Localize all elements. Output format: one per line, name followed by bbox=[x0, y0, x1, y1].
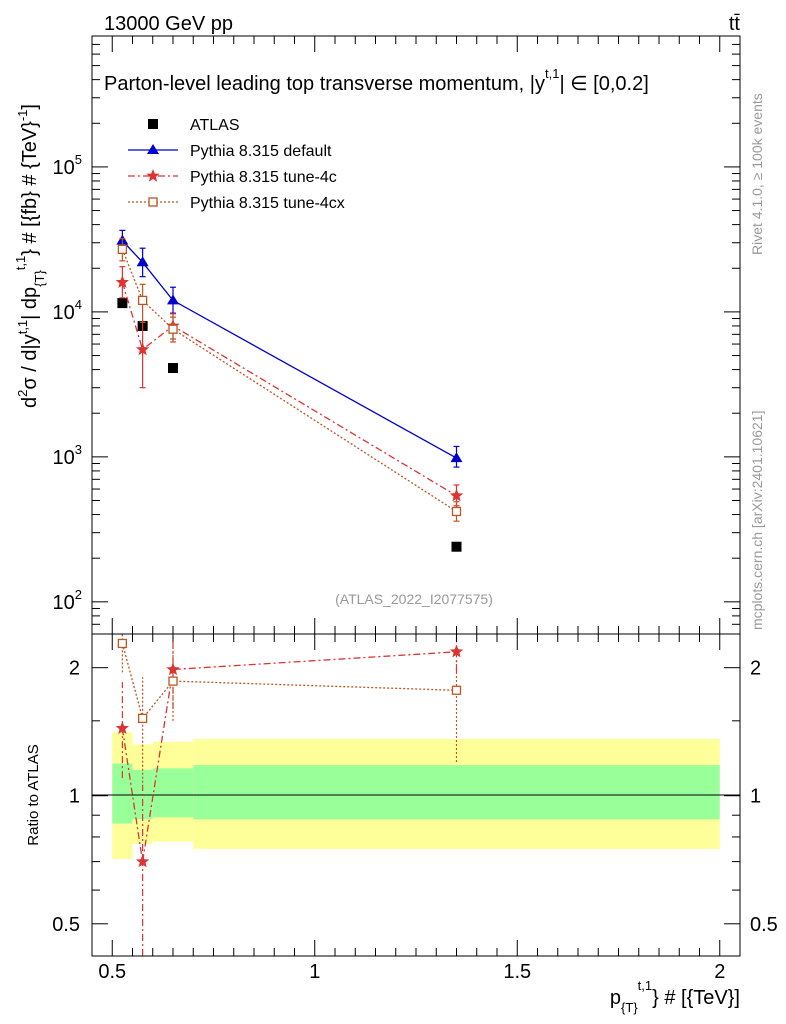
series-line-opensquare bbox=[121, 249, 457, 513]
main-series bbox=[115, 229, 464, 552]
ratio-ytick-label-right: 2 bbox=[750, 658, 761, 680]
ratio-xtick-label: 1 bbox=[309, 961, 320, 983]
ratio-point-star bbox=[115, 721, 129, 734]
ratio-xtick-label: 2 bbox=[714, 961, 725, 983]
ylabel-close: ] bbox=[19, 104, 41, 110]
ratio-ytick-label-right: 1 bbox=[750, 786, 761, 808]
ratio-ytick-label: 1 bbox=[69, 786, 80, 808]
data-point-star bbox=[136, 342, 150, 356]
legend: ATLAS Pythia 8.315 default Pythia 8.315 tu… bbox=[128, 117, 345, 212]
ylabel-sigma: σ / d|y bbox=[19, 334, 41, 389]
ratio-ylabel: Ratio to ATLAS bbox=[25, 744, 42, 845]
legend-label: Pythia 8.315 default bbox=[190, 143, 332, 160]
data-point-square bbox=[117, 298, 128, 309]
data-point-opensquare bbox=[451, 506, 462, 517]
data-point-star bbox=[449, 488, 464, 502]
ylabel-sub-T: {T} bbox=[32, 270, 47, 287]
ylabel-end-sup: -1 bbox=[15, 110, 30, 122]
data-point-square bbox=[451, 541, 462, 552]
ratio-panel: 0.5 0.5 1 1 2 2 0.5 1 1.5 2 Ratio to ATLAS p{T}t… bbox=[25, 633, 778, 1015]
ratio-line-star bbox=[121, 651, 457, 862]
data-point-triangle bbox=[167, 294, 179, 305]
xlabel-rest: } # [{TeV}] bbox=[652, 987, 740, 1009]
ratio-x-ticks: 0.5 1 1.5 2 bbox=[98, 634, 741, 983]
main-ytick-label: 105 bbox=[53, 152, 82, 179]
ratio-xtick-label: 0.5 bbox=[98, 961, 126, 983]
xlabel-sup: t,1 bbox=[638, 978, 652, 993]
legend-label: Pythia 8.315 tune-4cx bbox=[190, 195, 345, 212]
process-label: tt̄ bbox=[729, 13, 741, 35]
main-ytick-label: 104 bbox=[53, 297, 82, 324]
legend-marker bbox=[148, 119, 158, 129]
main-ylabel: d2σ / d|yt,1| dp{T}t,1} # [{fb} # {TeV}-… bbox=[13, 104, 47, 408]
ylabel-end: } # [{fb} # {TeV} bbox=[19, 121, 41, 256]
main-ytick-label: 103 bbox=[53, 442, 82, 469]
legend-label: ATLAS bbox=[190, 117, 240, 134]
ylabel-d: d bbox=[19, 397, 41, 408]
ratio-point-opensquare bbox=[137, 713, 148, 724]
xlabel-p: p bbox=[610, 987, 621, 1009]
data-point-triangle bbox=[136, 256, 149, 267]
mcplots-label: mcplots.cern.ch [arXiv:2401.10621] bbox=[749, 411, 765, 630]
data-point-opensquare bbox=[137, 295, 148, 306]
legend-label: Pythia 8.315 tune-4c bbox=[190, 169, 337, 186]
ratio-point-opensquare bbox=[168, 676, 178, 686]
main-ytick-label: 102 bbox=[53, 587, 82, 614]
ylabel-sup2: 2 bbox=[15, 390, 30, 397]
ratio-bands bbox=[112, 732, 720, 860]
plot-title-sup: t,1 bbox=[545, 66, 559, 81]
uncertainty-band-green bbox=[112, 763, 133, 824]
rivet-label: Rivet 4.1.0, ≥ 100k events bbox=[749, 93, 765, 255]
data-point-star bbox=[115, 275, 129, 288]
watermark: (ATLAS_2022_I2077575) bbox=[335, 591, 493, 607]
ratio-point-opensquare bbox=[451, 685, 462, 695]
legend-marker bbox=[146, 169, 160, 182]
ylabel-sup-t1b: t,1 bbox=[13, 256, 28, 270]
series-line-triangle bbox=[121, 240, 457, 459]
ratio-point-star bbox=[449, 644, 464, 658]
ratio-line-opensquare bbox=[121, 643, 457, 720]
legend-marker bbox=[148, 197, 158, 207]
ratio-point-star bbox=[166, 662, 180, 676]
xlabel-sub: {T} bbox=[621, 1000, 638, 1015]
main-y-ticks: 102 103 104 105 bbox=[53, 35, 740, 635]
series-line-star bbox=[121, 282, 457, 497]
main-panel: 102 103 104 105 Parton-level leading top tr… bbox=[13, 35, 741, 635]
legend-marker bbox=[147, 144, 159, 154]
ratio-ytick-label: 0.5 bbox=[52, 914, 80, 936]
data-point-opensquare bbox=[117, 244, 128, 255]
ratio-y-ticks: 0.5 0.5 1 1 2 2 bbox=[52, 658, 778, 936]
ratio-point-star bbox=[136, 854, 150, 868]
data-point-opensquare bbox=[168, 324, 178, 334]
plot-title-range: | ∈ [0,0.2] bbox=[559, 73, 648, 95]
uncertainty-band-green bbox=[152, 768, 194, 818]
ratio-ytick-label: 2 bbox=[69, 658, 80, 680]
x-axis-label: p{T}t,1} # [{TeV}] bbox=[610, 978, 740, 1015]
ratio-series bbox=[115, 634, 464, 956]
ratio-ytick-label-right: 0.5 bbox=[750, 914, 778, 936]
energy-label: 13000 GeV pp bbox=[104, 13, 233, 35]
ratio-point-opensquare bbox=[117, 638, 128, 649]
ylabel-sup-t1: t,1 bbox=[15, 320, 30, 334]
ratio-xtick-label: 1.5 bbox=[503, 961, 531, 983]
ylabel-mid: | dp bbox=[19, 287, 41, 320]
plot-title: Parton-level leading top transverse mome… bbox=[104, 66, 649, 95]
uncertainty-band-green bbox=[193, 765, 720, 820]
data-point-square bbox=[168, 363, 178, 374]
data-point-triangle bbox=[450, 452, 463, 463]
plot-title-main: Parton-level leading top transverse mome… bbox=[104, 73, 545, 95]
main-x-ticks bbox=[111, 36, 741, 634]
